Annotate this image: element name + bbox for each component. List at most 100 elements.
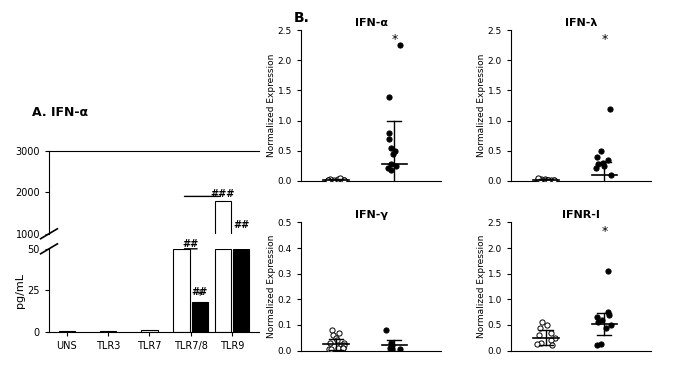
Title: IFNR-I: IFNR-I (562, 210, 600, 220)
Point (335, 176, 346, 182)
Point (591, 165, 602, 171)
Point (604, 106, 615, 112)
Bar (59, 331, 75, 332)
Bar (192, 302, 208, 332)
Point (385, 345, 396, 351)
Point (383, 130, 394, 136)
Point (338, 342, 349, 348)
Point (395, 42, 406, 48)
Point (332, 176, 344, 182)
Point (386, 340, 397, 346)
Point (598, 160, 609, 166)
Point (324, 176, 335, 182)
Point (548, 177, 559, 183)
Bar (100, 331, 116, 332)
Text: B.: B. (294, 11, 310, 25)
Bar (233, 273, 249, 275)
Point (592, 314, 603, 320)
Text: *: * (391, 33, 398, 46)
Point (535, 177, 546, 183)
Point (339, 177, 350, 183)
Point (323, 346, 335, 352)
Point (395, 346, 406, 352)
Point (533, 332, 544, 338)
Text: ##: ## (183, 239, 199, 249)
Point (535, 340, 546, 346)
Point (384, 93, 395, 100)
Point (333, 329, 344, 336)
Point (385, 167, 396, 173)
Bar (174, 249, 190, 332)
Point (386, 346, 398, 352)
Point (540, 177, 552, 183)
Point (385, 145, 396, 151)
Point (338, 177, 349, 183)
Point (601, 325, 612, 331)
Point (603, 268, 614, 274)
Point (339, 340, 350, 346)
Point (326, 327, 337, 333)
Point (338, 345, 349, 351)
Point (331, 335, 342, 341)
Point (546, 342, 557, 348)
Bar (233, 249, 249, 332)
Point (332, 345, 343, 351)
Text: A. IFN-α: A. IFN-α (32, 106, 88, 118)
Title: IFN-α: IFN-α (354, 18, 388, 28)
Point (603, 312, 615, 318)
Point (332, 177, 343, 183)
Point (598, 163, 610, 169)
Title: IFN-γ: IFN-γ (354, 210, 388, 220)
Point (533, 176, 544, 182)
Point (391, 163, 402, 169)
Point (382, 165, 393, 171)
Text: *: * (601, 33, 608, 46)
Point (591, 342, 602, 348)
Bar (215, 201, 231, 275)
Point (325, 346, 336, 352)
Point (602, 157, 613, 163)
Text: ##: ## (233, 219, 249, 230)
Bar (192, 274, 208, 275)
Point (541, 322, 552, 328)
Point (537, 319, 548, 325)
Title: IFN-λ: IFN-λ (565, 18, 597, 28)
Point (546, 329, 557, 336)
Point (549, 335, 560, 341)
Point (334, 175, 345, 181)
Y-axis label: Normalized Expression: Normalized Expression (267, 235, 276, 338)
Point (324, 177, 335, 183)
Point (337, 177, 348, 183)
Point (532, 342, 543, 348)
Point (535, 176, 546, 182)
Point (549, 177, 560, 183)
Point (331, 337, 342, 343)
Point (387, 342, 398, 348)
Point (592, 319, 603, 325)
Point (534, 325, 545, 331)
Point (383, 136, 394, 142)
Y-axis label: Normalized Expression: Normalized Expression (477, 235, 486, 338)
Point (533, 175, 544, 181)
Y-axis label: Normalized Expression: Normalized Expression (477, 54, 486, 157)
Text: ##: ## (192, 287, 208, 297)
Point (542, 177, 553, 183)
Point (540, 176, 551, 182)
Text: *: * (601, 225, 608, 238)
Point (323, 177, 334, 183)
Point (592, 154, 603, 160)
Point (385, 161, 396, 167)
Bar (174, 273, 190, 275)
Point (596, 317, 608, 323)
Point (337, 345, 349, 351)
Bar (141, 330, 158, 332)
Point (389, 148, 400, 154)
Point (596, 342, 607, 348)
Point (605, 322, 616, 328)
Point (328, 177, 339, 183)
Point (592, 161, 603, 167)
Point (322, 177, 333, 183)
Point (327, 332, 338, 338)
Text: *: * (197, 289, 203, 302)
Bar (215, 249, 231, 332)
